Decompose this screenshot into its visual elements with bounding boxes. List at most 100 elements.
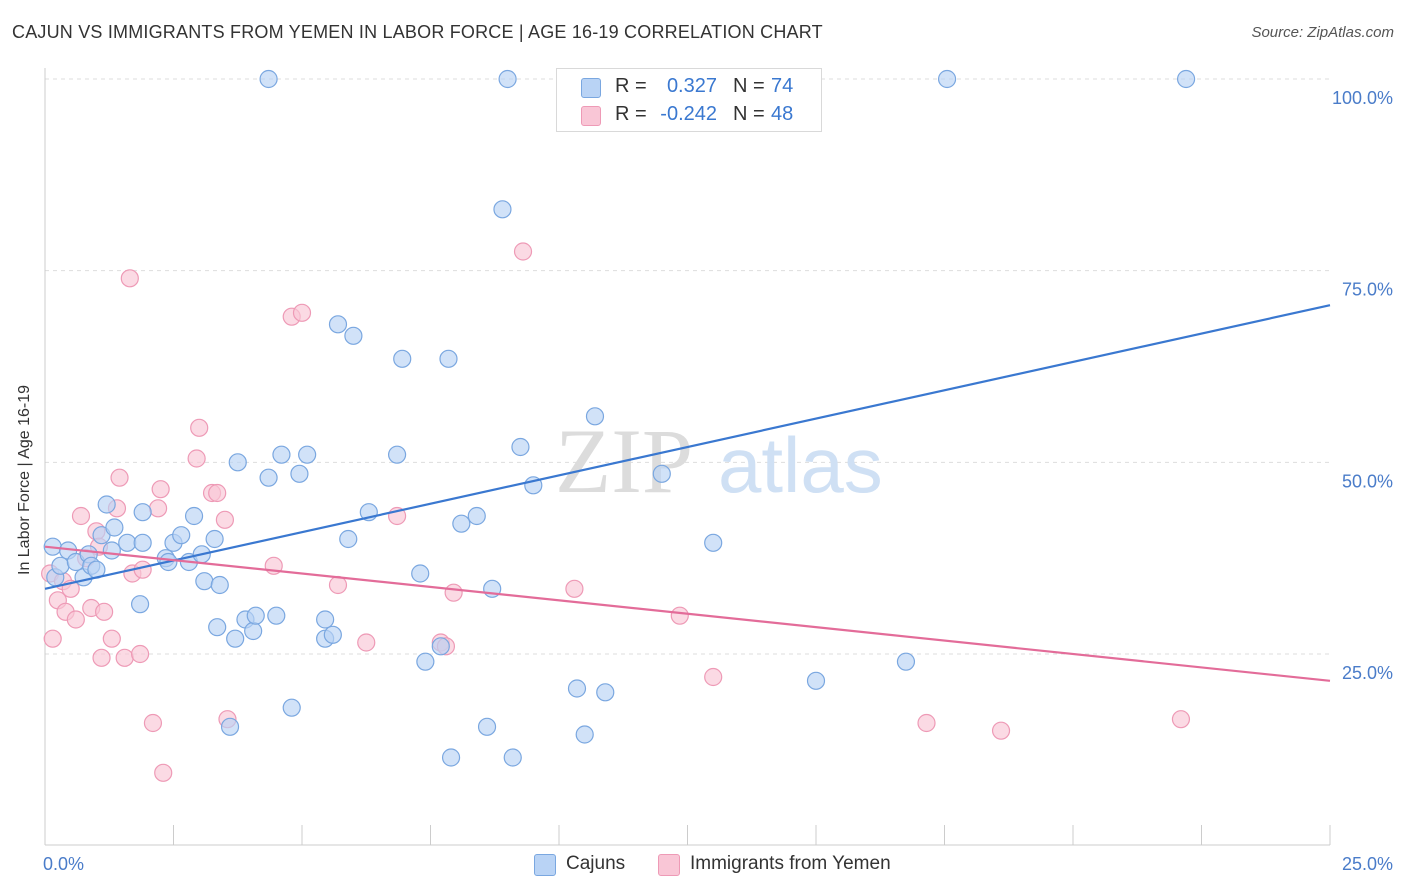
series-cajuns: [43, 69, 1196, 767]
data-point: [154, 763, 173, 782]
data-point: [290, 464, 309, 483]
data-point: [187, 449, 206, 468]
data-point: [439, 349, 458, 368]
tick-labels: 100.0% 75.0% 50.0% 25.0% 0.0% 25.0%: [43, 88, 1393, 874]
y-tick-label: 25.0%: [1342, 663, 1393, 683]
data-point: [917, 713, 936, 733]
data-point: [259, 468, 278, 487]
trend-line: [44, 304, 1331, 590]
data-point: [118, 533, 137, 552]
data-point: [323, 625, 342, 644]
data-point: [195, 572, 214, 591]
data-point: [431, 637, 450, 656]
trend-lines: [44, 304, 1331, 682]
data-point: [244, 621, 263, 641]
data-point: [66, 610, 85, 629]
data-point: [210, 575, 229, 595]
data-point: [115, 648, 134, 667]
data-point: [1176, 69, 1196, 89]
legend-swatch-blue: [581, 78, 601, 98]
x-tick-label: 0.0%: [43, 854, 84, 874]
data-point: [267, 606, 286, 625]
data-point: [328, 315, 348, 334]
data-point: [670, 606, 689, 625]
legend-r-value: -0.242: [660, 103, 717, 125]
watermark-atlas: atlas: [718, 421, 883, 509]
data-point: [298, 445, 317, 464]
data-point: [208, 618, 227, 637]
data-point: [148, 499, 168, 518]
series-immigrants-from-yemen: [41, 242, 1191, 782]
data-point: [272, 445, 291, 464]
data-point: [282, 698, 301, 717]
axes: [44, 68, 1331, 846]
data-point: [130, 595, 150, 614]
data-point: [585, 407, 605, 426]
data-point: [652, 464, 671, 483]
data-point: [575, 725, 594, 744]
data-point: [95, 602, 114, 621]
data-point: [215, 510, 234, 529]
source-credit: Source: ZipAtlas.com: [1251, 24, 1394, 41]
legend-n-label: N =: [733, 75, 765, 97]
data-point: [143, 713, 163, 733]
data-point: [102, 541, 121, 560]
correlation-legend: R = 0.327 N = 74 R = -0.242 N = 48: [556, 68, 822, 132]
data-point: [498, 69, 517, 89]
legend-swatch-cajuns: [534, 854, 556, 876]
data-point: [387, 445, 407, 464]
data-point: [133, 533, 152, 552]
data-point: [511, 437, 530, 457]
data-point: [328, 575, 348, 595]
legend-n-value: 48: [771, 103, 794, 125]
legend-r-label: R =: [615, 103, 647, 125]
data-point: [339, 529, 358, 549]
data-point: [937, 69, 957, 89]
data-point: [208, 483, 227, 503]
data-point: [259, 69, 278, 89]
data-point: [565, 579, 584, 598]
data-point: [133, 503, 152, 522]
data-point: [205, 529, 224, 549]
data-point: [226, 629, 245, 648]
data-point: [184, 506, 204, 526]
legend-swatch-yemen: [658, 854, 680, 876]
data-point: [477, 717, 497, 736]
data-point: [444, 583, 463, 602]
data-point: [441, 748, 461, 767]
data-point: [704, 667, 723, 687]
data-point: [344, 326, 363, 345]
data-point: [102, 629, 121, 648]
x-tick-label: 25.0%: [1342, 854, 1393, 874]
data-point: [357, 633, 376, 652]
data-point: [246, 606, 265, 625]
legend-n-label: N =: [733, 103, 765, 125]
data-point: [120, 269, 139, 288]
data-point: [151, 480, 170, 499]
data-point: [896, 652, 916, 671]
data-point: [452, 514, 471, 533]
trend-line: [44, 545, 1331, 682]
legend-r-value: 0.327: [666, 75, 717, 97]
y-tick-label: 75.0%: [1342, 280, 1393, 300]
data-point: [806, 671, 826, 690]
data-point: [513, 242, 533, 261]
data-point: [97, 495, 116, 514]
data-point: [704, 533, 723, 552]
data-point: [220, 717, 240, 736]
legend-label-yemen: Immigrants from Yemen: [690, 853, 891, 874]
data-point: [51, 556, 70, 575]
data-point: [130, 644, 150, 664]
data-point: [411, 564, 430, 583]
legend-row-cajuns: R = 0.327 N = 74: [557, 73, 821, 101]
data-point: [172, 526, 191, 545]
legend-n-value: 74: [771, 75, 794, 97]
data-point: [393, 349, 412, 368]
chart-title: CAJUN VS IMMIGRANTS FROM YEMEN IN LABOR …: [12, 22, 823, 42]
data-point: [567, 679, 587, 698]
data-point: [1171, 710, 1191, 729]
legend-r-label: R =: [615, 75, 647, 97]
data-point: [105, 518, 124, 537]
data-point: [467, 506, 486, 526]
data-point: [110, 468, 129, 487]
